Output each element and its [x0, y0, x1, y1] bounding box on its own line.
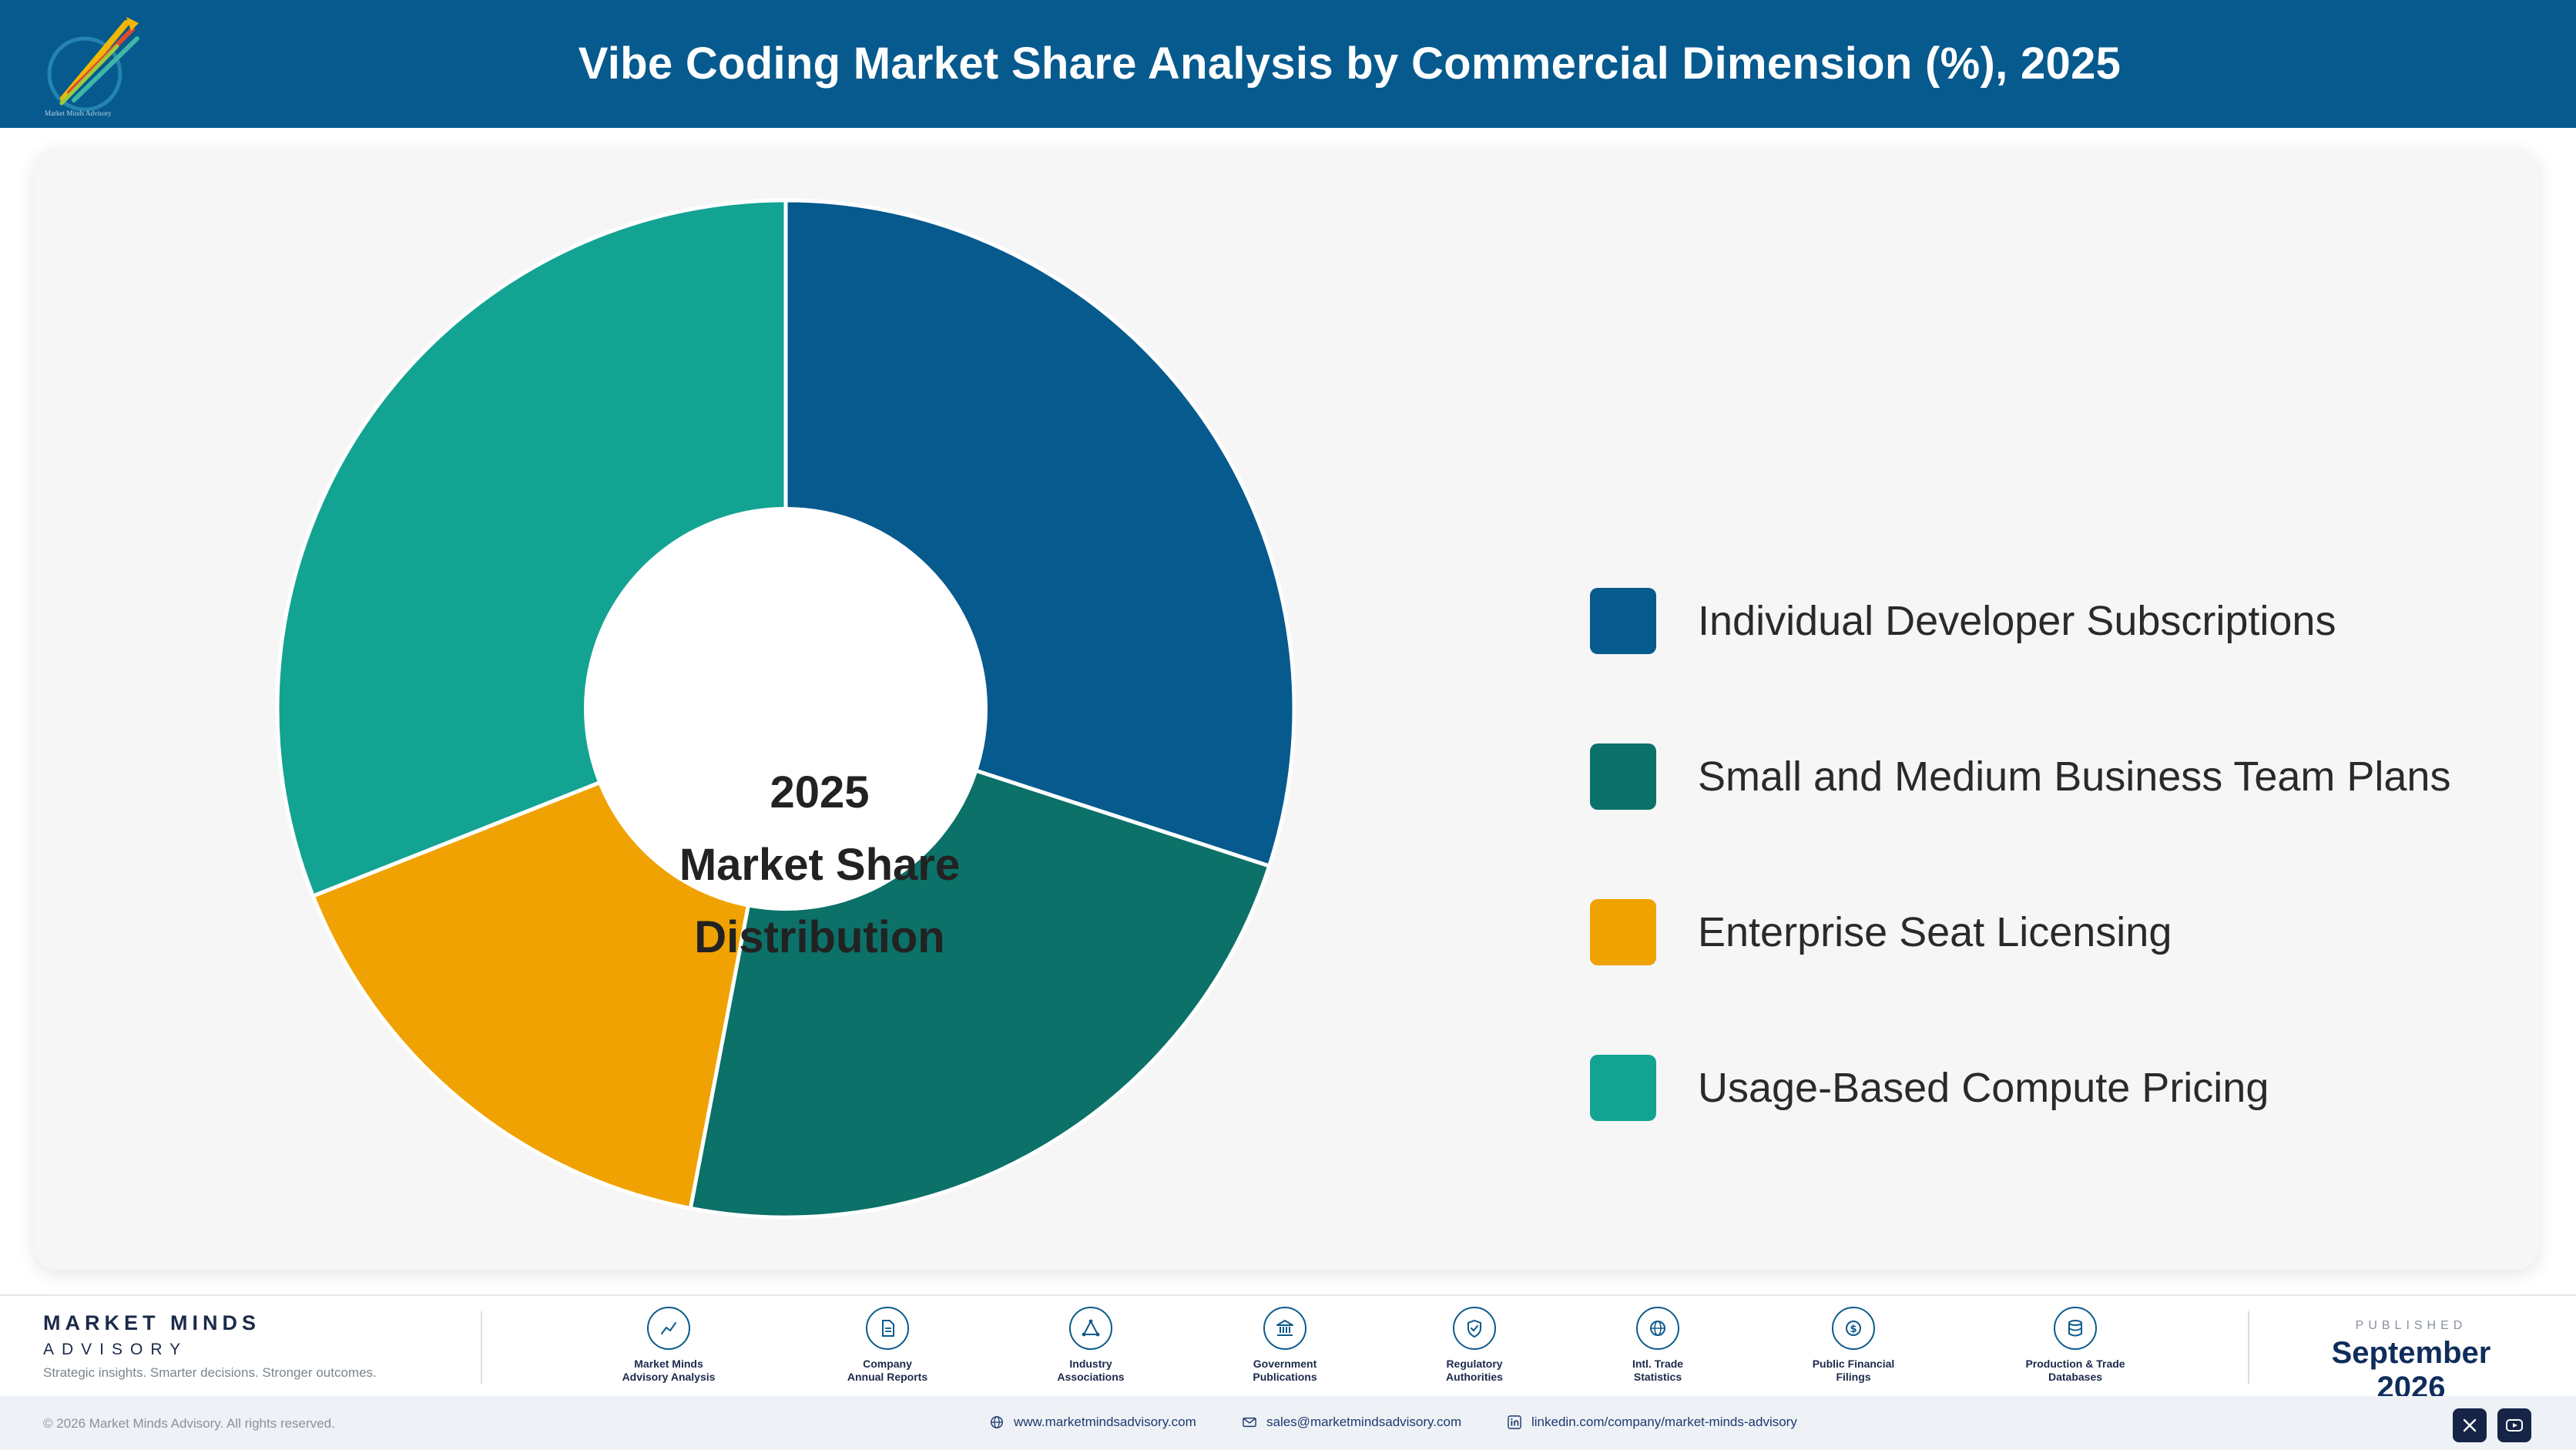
source-item: Market Minds Advisory Analysis [592, 1307, 746, 1384]
website-text: www.marketmindsadvisory.com [1014, 1415, 1196, 1429]
source-label: Company Annual Reports [847, 1358, 928, 1383]
legend-swatch [1590, 743, 1656, 810]
logo-icon [47, 17, 139, 112]
legend-swatch [1590, 899, 1656, 965]
source-item: Government Publications [1208, 1307, 1362, 1384]
globe-icon [1636, 1307, 1679, 1350]
footer-divider-right [2248, 1311, 2249, 1384]
svg-text:$: $ [1850, 1324, 1857, 1335]
trend-line-icon [647, 1307, 690, 1350]
source-item: Regulatory Authorities [1397, 1307, 1551, 1384]
legend-label: Enterprise Seat Licensing [1698, 909, 2172, 955]
footer-brand-name: MARKET MINDS [43, 1311, 260, 1334]
donut-hole [584, 507, 988, 911]
legend-item: Individual Developer Subscriptions [1590, 587, 2450, 655]
copyright-text: © 2026 Market Minds Advisory. All rights… [43, 1416, 335, 1431]
legend-label: Individual Developer Subscriptions [1698, 598, 2336, 644]
database-icon [2054, 1307, 2097, 1350]
legend-label: Small and Medium Business Team Plans [1698, 754, 2451, 800]
source-label: Production & Trade Databases [2025, 1358, 2125, 1383]
linkedin-icon [1507, 1415, 1522, 1430]
source-label: Regulatory Authorities [1446, 1358, 1503, 1383]
center-label-line2: Market Share [679, 840, 961, 890]
legend-item: Usage-Based Compute Pricing [1590, 1054, 2450, 1122]
email-text: sales@marketmindsadvisory.com [1266, 1415, 1462, 1429]
chart-legend: Individual Developer Subscriptions Small … [1590, 587, 2450, 1210]
linkedin-link[interactable]: linkedin.com/company/market-minds-adviso… [1507, 1415, 1797, 1430]
source-label: Public Financial Filings [1812, 1358, 1895, 1383]
footer: MARKET MINDS ADVISORY Strategic insights… [0, 1294, 2576, 1450]
legend-item: Enterprise Seat Licensing [1590, 898, 2450, 966]
source-item: Intl. Trade Statistics [1581, 1307, 1735, 1384]
document-icon [866, 1307, 909, 1350]
legend-label: Usage-Based Compute Pricing [1698, 1065, 2269, 1111]
footer-tagline: Strategic insights. Smarter decisions. S… [43, 1365, 377, 1380]
header-bar: Market Minds Advisory Vibe Coding Market… [0, 0, 2576, 128]
footer-brand-sub: ADVISORY [43, 1341, 189, 1358]
email-link[interactable]: sales@marketmindsadvisory.com [1242, 1415, 1461, 1430]
source-label: Market Minds Advisory Analysis [622, 1358, 716, 1383]
published-date: September 2026 [2331, 1336, 2491, 1405]
shield-check-icon [1453, 1307, 1496, 1350]
donut-center-label: 2025 Market Share Distribution [627, 757, 1012, 974]
website-link[interactable]: www.marketmindsadvisory.com [989, 1415, 1196, 1430]
x-icon[interactable] [2453, 1408, 2487, 1442]
center-label-year: 2025 [770, 767, 870, 817]
linkedin-text: linkedin.com/company/market-minds-adviso… [1531, 1415, 1797, 1429]
source-label: Industry Associations [1057, 1358, 1125, 1383]
source-item: Company Annual Reports [810, 1307, 964, 1384]
donut-chart [275, 198, 1296, 1220]
legend-swatch [1590, 588, 1656, 654]
chart-card: 2025 Market Share Distribution Individua… [34, 148, 2539, 1270]
source-label: Intl. Trade Statistics [1632, 1358, 1684, 1383]
logo-text: Market Minds Advisory [45, 109, 112, 117]
page-title: Vibe Coding Market Share Analysis by Com… [578, 39, 2122, 89]
mail-icon [1242, 1415, 1257, 1430]
source-label: Government Publications [1253, 1358, 1317, 1383]
center-label-line3: Distribution [694, 912, 945, 962]
legend-swatch [1590, 1055, 1656, 1121]
network-icon [1069, 1307, 1112, 1350]
source-item: $ Public Financial Filings [1776, 1307, 1930, 1384]
globe-icon [989, 1415, 1005, 1430]
source-item: Industry Associations [1014, 1307, 1168, 1384]
legend-item: Small and Medium Business Team Plans [1590, 743, 2450, 811]
footer-divider-left [481, 1311, 482, 1384]
footer-bottom-bar: © 2026 Market Minds Advisory. All rights… [0, 1396, 2576, 1450]
published-label: PUBLISHED [2355, 1319, 2467, 1332]
dollar-coin-icon: $ [1832, 1307, 1875, 1350]
youtube-icon[interactable] [2497, 1408, 2531, 1442]
government-building-icon [1263, 1307, 1306, 1350]
source-item: Production & Trade Databases [1998, 1307, 2152, 1384]
